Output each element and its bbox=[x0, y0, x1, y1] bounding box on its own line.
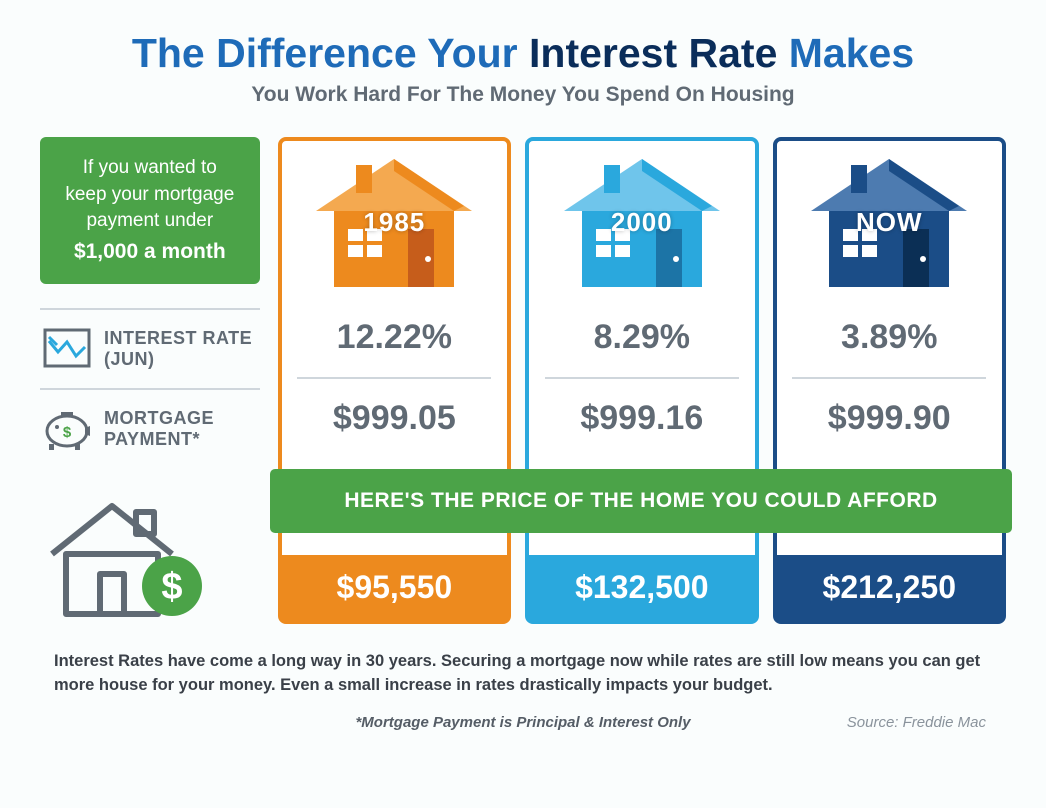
title-em: Interest Rate bbox=[529, 30, 777, 76]
footer-t2: Even a small increase in rates drastical… bbox=[280, 676, 772, 694]
rate-1: 8.29% bbox=[545, 297, 739, 377]
title-pre: The Difference Your bbox=[132, 30, 529, 76]
label-rate-row: INTEREST RATE (JUN) bbox=[40, 308, 260, 388]
green-l3: payment under bbox=[86, 210, 213, 231]
green-amt: $1,000 a month bbox=[54, 237, 246, 266]
year-1: 2000 bbox=[611, 207, 673, 238]
price-0: $95,550 bbox=[282, 555, 507, 620]
title: The Difference Your Interest Rate Makes bbox=[40, 30, 1006, 77]
house-icon-2: NOW bbox=[777, 151, 1002, 291]
chart-icon bbox=[40, 322, 94, 376]
green-l1: If you wanted to bbox=[83, 157, 217, 178]
price-2: $212,250 bbox=[777, 555, 1002, 620]
payment-2: $999.90 bbox=[792, 377, 986, 457]
left-col: If you wanted to keep your mortgage paym… bbox=[40, 137, 278, 624]
svg-text:$: $ bbox=[161, 566, 182, 608]
card-1985: 1985 12.22% $999.05 $95,550 bbox=[278, 137, 511, 624]
year-0: 1985 bbox=[363, 207, 425, 238]
card-now: NOW 3.89% $999.90 $212,250 bbox=[773, 137, 1006, 624]
subtitle: You Work Hard For The Money You Spend On… bbox=[40, 83, 1006, 107]
year-2: NOW bbox=[856, 207, 923, 238]
pig-icon: $ bbox=[40, 402, 94, 456]
green-l2: keep your mortgage bbox=[65, 184, 234, 205]
house-icon-0: 1985 bbox=[282, 151, 507, 291]
payment-1: $999.16 bbox=[545, 377, 739, 457]
label-payment: MORTGAGE PAYMENT* bbox=[104, 408, 260, 451]
payment-0: $999.05 bbox=[297, 377, 491, 457]
main-row: If you wanted to keep your mortgage paym… bbox=[40, 137, 1006, 624]
label-payment-row: $ MORTGAGE PAYMENT* bbox=[40, 388, 260, 468]
rate-0: 12.22% bbox=[297, 297, 491, 377]
title-post: Makes bbox=[777, 30, 914, 76]
svg-text:$: $ bbox=[63, 424, 72, 441]
house-icon-1: 2000 bbox=[529, 151, 754, 291]
fineprint: *Mortgage Payment is Principal & Interes… bbox=[40, 698, 1006, 731]
fineprint-spacer bbox=[60, 714, 260, 731]
house-dollar-icon: $ bbox=[40, 494, 260, 624]
footer-source: Source: Freddie Mac bbox=[786, 714, 986, 731]
footer-text: Interest Rates have come a long way in 3… bbox=[40, 650, 1006, 698]
footer-note: *Mortgage Payment is Principal & Interes… bbox=[260, 714, 786, 731]
rate-2: 3.89% bbox=[792, 297, 986, 377]
price-banner: HERE'S THE PRICE OF THE HOME YOU COULD A… bbox=[270, 469, 1012, 533]
card-2000: 2000 8.29% $999.16 $132,500 bbox=[525, 137, 758, 624]
label-rate: INTEREST RATE (JUN) bbox=[104, 328, 260, 371]
green-box: If you wanted to keep your mortgage paym… bbox=[40, 137, 260, 284]
price-1: $132,500 bbox=[529, 555, 754, 620]
